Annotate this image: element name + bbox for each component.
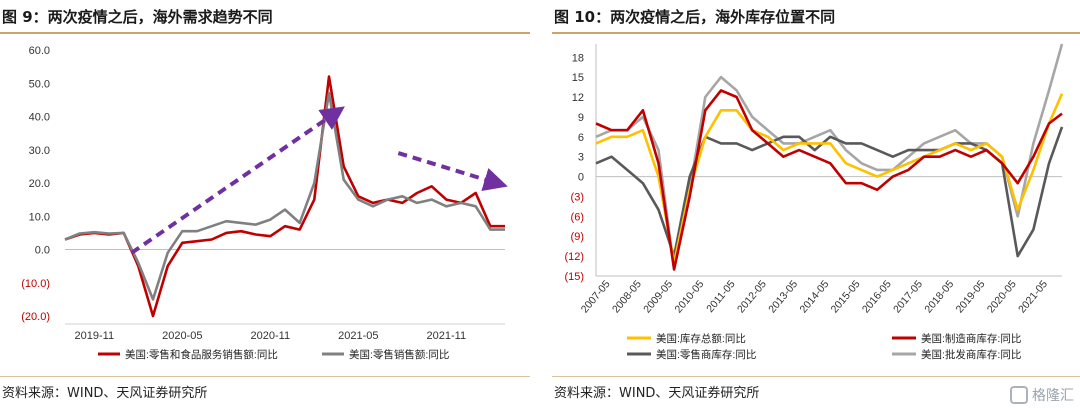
y-tick-label: (15)	[564, 271, 584, 283]
y-tick-label: (6)	[571, 211, 584, 223]
x-tick-label: 2019-05	[954, 278, 988, 315]
x-tick-label: 2018-05	[922, 278, 956, 315]
left-chart-title: 图 9：两次疫情之后，海外需求趋势不同	[2, 8, 273, 26]
y-tick-label: 50.0	[29, 78, 50, 90]
y-tick-label: (12)	[564, 251, 584, 263]
x-tick-label: 2009-05	[641, 278, 675, 315]
watermark: 格隆汇	[1010, 385, 1074, 405]
x-tick-label: 2011-05	[704, 278, 738, 315]
right-source: 资料来源：WIND、天风证券研究所	[554, 386, 760, 401]
y-tick-label: 9	[578, 112, 584, 124]
right-title-rule	[552, 32, 1080, 34]
legend-label: 美国:库存总额:同比	[656, 332, 746, 345]
y-tick-label: (10.0)	[21, 278, 50, 290]
legend-label: 美国:零售和食品服务销售额:同比	[125, 348, 278, 361]
x-tick-label: 2017-05	[891, 278, 925, 315]
y-tick-label: 12	[572, 92, 584, 104]
legend-label: 美国:批发商库存:同比	[921, 348, 1021, 361]
y-tick-label: 20.0	[29, 178, 50, 190]
left-source: 资料来源：WIND、天风证券研究所	[2, 386, 208, 401]
y-tick-label: 18	[572, 52, 584, 64]
x-tick-label: 2019-11	[75, 330, 115, 342]
x-tick-label: 2008-05	[610, 278, 644, 315]
series-line-1	[595, 93, 1064, 264]
right-source-rule	[552, 376, 1080, 377]
x-tick-label: 2021-11	[427, 330, 467, 342]
left-chart: 60.0 50.0 40.0 30.0 20.0 10.0 0.0 (10.0) (20.0) 2…	[21, 45, 508, 361]
watermark-logo-icon	[1010, 386, 1028, 404]
x-tick-label: 2012-05	[735, 278, 769, 315]
y-tick-label: (20.0)	[21, 311, 50, 323]
y-tick-label: 0.0	[35, 245, 50, 257]
series-line-2	[595, 89, 1063, 271]
y-tick-label: 0	[578, 172, 584, 184]
x-tick-label: 2010-05	[672, 278, 706, 315]
legend-label: 美国:制造商库存:同比	[921, 332, 1021, 345]
left-source-rule	[0, 376, 530, 377]
right-panel: 图 10：两次疫情之后，海外库存位置不同 18 15 12 9 6 3 0 (3) (6) (9)…	[552, 0, 1080, 409]
y-tick-label: 10.0	[29, 211, 50, 223]
x-tick-label: 2020-05	[162, 330, 202, 342]
watermark-text: 格隆汇	[1032, 388, 1074, 404]
series-line-3	[595, 126, 1064, 258]
x-tick-label: 2020-11	[251, 330, 291, 342]
right-chart-title: 图 10：两次疫情之后，海外库存位置不同	[554, 8, 836, 26]
y-tick-label: 30.0	[29, 145, 50, 157]
x-tick-label: 2014-05	[797, 278, 831, 315]
y-tick-label: 3	[578, 152, 584, 164]
trend-arrow-down	[397, 151, 508, 191]
y-tick-label: 60.0	[29, 45, 50, 57]
series-line-1	[64, 75, 505, 318]
trend-arrow-up	[130, 106, 345, 255]
y-tick-label: 15	[572, 72, 584, 84]
x-tick-label: 2020-05	[985, 278, 1019, 315]
x-tick-label: 2021-05	[338, 330, 378, 342]
y-tick-label: (3)	[571, 191, 584, 203]
x-tick-label: 2021-05	[1016, 278, 1050, 315]
series-line-2	[64, 91, 505, 301]
x-tick-label: 2016-05	[860, 278, 894, 315]
legend-label: 美国:零售商库存:同比	[656, 348, 756, 361]
y-tick-label: 40.0	[29, 112, 50, 124]
x-tick-label: 2015-05	[829, 278, 863, 315]
x-tick-label: 2013-05	[766, 278, 800, 315]
left-title-rule	[0, 32, 530, 34]
legend-label: 美国:零售销售额:同比	[349, 348, 449, 361]
left-panel: 图 9：两次疫情之后，海外需求趋势不同 60.0 50.0 40.0 30.0 20.0…	[0, 0, 530, 409]
x-tick-label: 2007-05	[579, 278, 613, 315]
y-tick-label: 6	[578, 132, 584, 144]
y-tick-label: (9)	[571, 231, 584, 243]
right-chart: 18 15 12 9 6 3 0 (3) (6) (9) (12) (15)2007-052008-0…	[564, 43, 1064, 361]
